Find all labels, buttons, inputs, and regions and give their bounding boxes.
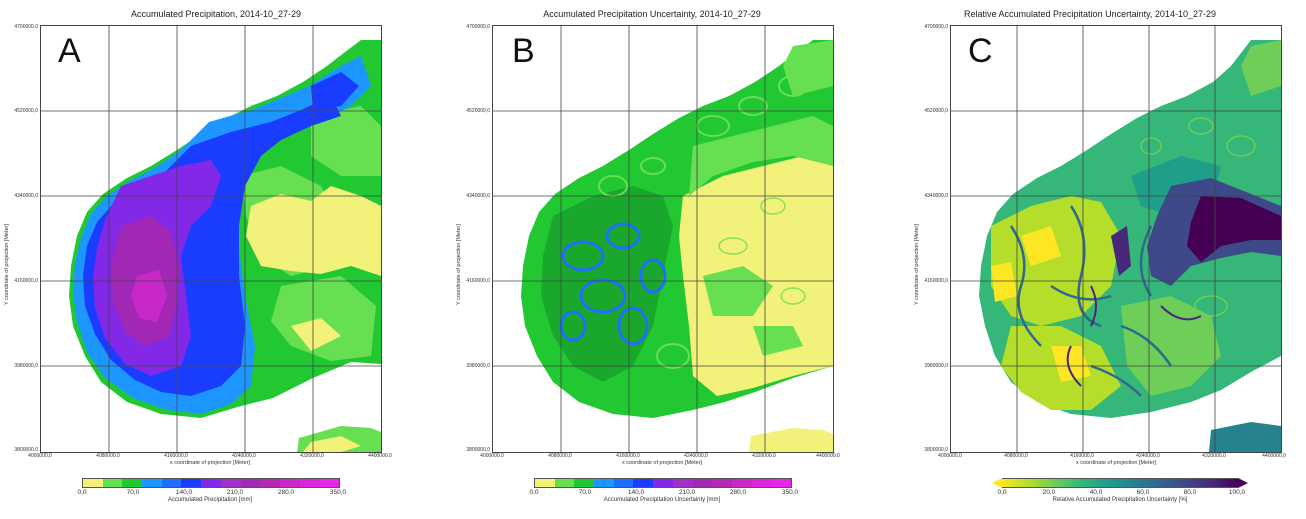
x-tick: 4000000,0 <box>480 453 504 459</box>
x-tick: 4080000,0 <box>548 453 572 459</box>
colorbar-tick: 70,0 <box>126 489 140 496</box>
precip-map <box>41 26 381 452</box>
y-tick: 4160000,0 <box>466 278 490 284</box>
gridlines <box>493 26 833 452</box>
y-tick: 4520000,0 <box>466 108 490 114</box>
y-tick: 4340000,0 <box>14 193 38 199</box>
panel-letter: C <box>968 32 993 70</box>
y-tick: 4340000,0 <box>466 193 490 199</box>
gridlines <box>951 26 1281 452</box>
y-axis-label: Y coordinate of projection [Meter] <box>914 224 920 305</box>
colorbar-tick: 0,0 <box>997 489 1007 496</box>
y-tick: 3980000,0 <box>14 363 38 369</box>
colorbar-tick: 40,0 <box>1089 489 1103 496</box>
x-axis-label: x coordinate of projection [Meter] <box>621 460 703 466</box>
colorbar-min-arrow <box>992 478 1002 488</box>
colorbar-tick: 280,0 <box>277 489 295 496</box>
colorbar-max-arrow <box>1238 478 1248 488</box>
x-tick: 4320000,0 <box>1202 453 1226 459</box>
y-axis-label: Y coordinate of projection [Meter] <box>456 224 462 305</box>
map-plot[interactable] <box>40 25 382 453</box>
x-tick: 4160000,0 <box>164 453 188 459</box>
x-tick: 4080000,0 <box>1004 453 1028 459</box>
x-axis-label: x coordinate of projection [Meter] <box>169 460 251 466</box>
colorbar-tick: 0,0 <box>529 489 539 496</box>
colorbar <box>82 478 340 488</box>
map-plot[interactable] <box>492 25 834 453</box>
x-tick: 4400000,0 <box>368 453 392 459</box>
x-tick: 4000000,0 <box>938 453 962 459</box>
colorbar-label: Accumulated Precipitation [mm] <box>167 497 253 503</box>
y-tick: 4340000,0 <box>924 193 948 199</box>
panel-title: Relative Accumulated Precipitation Uncer… <box>964 9 1216 19</box>
panel-c: Relative Accumulated Precipitation Uncer… <box>874 0 1306 519</box>
x-tick: 4240000,0 <box>232 453 256 459</box>
x-tick: 4000000,0 <box>28 453 52 459</box>
x-tick: 4160000,0 <box>1070 453 1094 459</box>
y-tick: 3800000,0 <box>924 447 948 453</box>
panel-letter: B <box>512 32 535 70</box>
colorbar-tick: 350,0 <box>329 489 347 496</box>
y-tick: 4160000,0 <box>924 278 948 284</box>
colorbar-tick: 350,0 <box>781 489 799 496</box>
x-tick: 4080000,0 <box>96 453 120 459</box>
colorbar-tick: 80,0 <box>1183 489 1197 496</box>
colorbar-label: Accumulated Precipitation Uncertainty [m… <box>603 497 721 503</box>
y-tick: 4700000,0 <box>924 24 948 30</box>
colorbar-tick: 20,0 <box>1042 489 1056 496</box>
colorbar-tick: 140,0 <box>175 489 193 496</box>
panel-a: Accumulated Precipitation, 2014-10_27-29… <box>0 0 432 519</box>
y-tick: 3800000,0 <box>14 447 38 453</box>
panel-b: Accumulated Precipitation Uncertainty, 2… <box>436 0 868 519</box>
y-tick: 3980000,0 <box>924 363 948 369</box>
relative-uncertainty-map <box>951 26 1281 452</box>
colorbar-tick: 210,0 <box>226 489 244 496</box>
y-tick: 4520000,0 <box>924 108 948 114</box>
colorbar <box>1002 478 1238 488</box>
y-tick: 4700000,0 <box>466 24 490 30</box>
x-tick: 4400000,0 <box>816 453 840 459</box>
panel-title: Accumulated Precipitation, 2014-10_27-29 <box>130 9 302 19</box>
x-tick: 4320000,0 <box>752 453 776 459</box>
map-plot[interactable] <box>950 25 1282 453</box>
colorbar-tick: 70,0 <box>578 489 592 496</box>
y-tick: 4160000,0 <box>14 278 38 284</box>
y-tick: 3800000,0 <box>466 447 490 453</box>
y-tick: 3980000,0 <box>466 363 490 369</box>
x-axis-label: x coordinate of projection [Meter] <box>1075 460 1157 466</box>
colorbar-tick: 0,0 <box>77 489 87 496</box>
x-tick: 4320000,0 <box>300 453 324 459</box>
x-tick: 4160000,0 <box>616 453 640 459</box>
colorbar-tick: 210,0 <box>678 489 696 496</box>
uncertainty-map <box>493 26 833 452</box>
panel-title: Accumulated Precipitation Uncertainty, 2… <box>543 9 761 19</box>
y-tick: 4700000,0 <box>14 24 38 30</box>
colorbar-tick: 280,0 <box>729 489 747 496</box>
y-axis-label: Y coordinate of projection [Meter] <box>4 224 10 305</box>
panel-letter: A <box>58 32 81 70</box>
colorbar-tick: 100,0 <box>1228 489 1246 496</box>
colorbar-tick: 60,0 <box>1136 489 1150 496</box>
y-tick: 4520000,0 <box>14 108 38 114</box>
x-tick: 4400000,0 <box>1262 453 1286 459</box>
colorbar-label: Relative Accumulated Precipitation Uncer… <box>1052 497 1188 503</box>
x-tick: 4240000,0 <box>1136 453 1160 459</box>
colorbar-tick: 140,0 <box>627 489 645 496</box>
colorbar <box>534 478 792 488</box>
gridlines <box>41 26 381 452</box>
x-tick: 4240000,0 <box>684 453 708 459</box>
